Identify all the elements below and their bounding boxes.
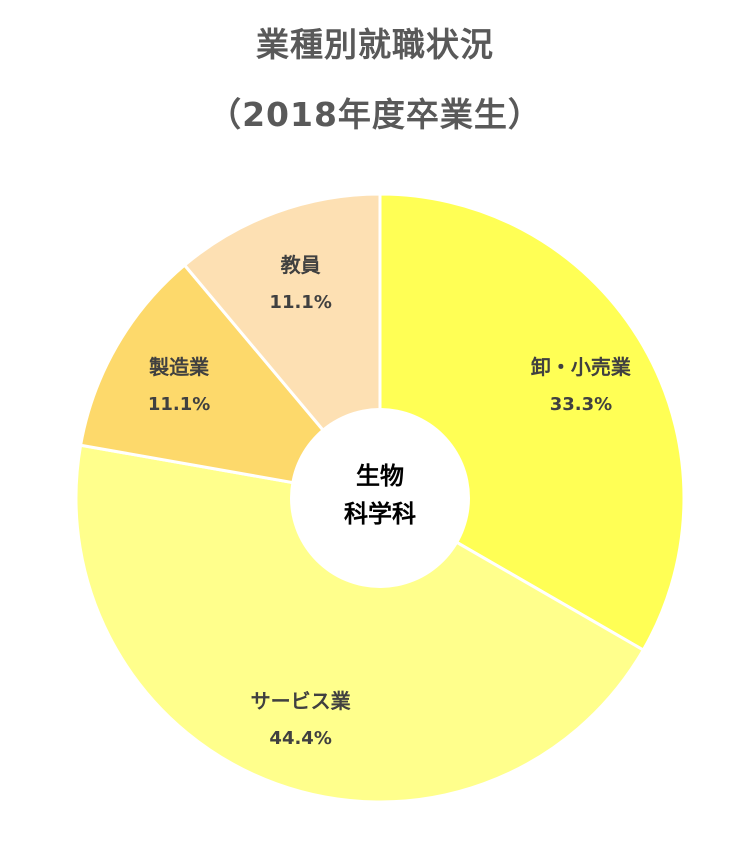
- slice-value-3: 11.1%: [269, 292, 331, 313]
- chart-subtitle: （2018年度卒業生）: [208, 95, 542, 134]
- slice-2: [78, 263, 384, 501]
- slice-1: [74, 443, 646, 804]
- slice-labels: 卸・小売業 33.3% サービス業 44.4% 製造業 11.1% 教員 11.1%: [148, 253, 632, 749]
- center-label-line1: 生物: [356, 462, 404, 490]
- slice-value-0: 33.3%: [550, 394, 612, 415]
- center-label-line2: 科学科: [344, 500, 416, 528]
- slice-value-1: 44.4%: [269, 728, 331, 749]
- slice-label-3: 教員: [281, 253, 321, 277]
- slice-label-2: 製造業: [149, 355, 210, 379]
- slice-value-2: 11.1%: [148, 394, 210, 415]
- donut-slices: [74, 192, 686, 804]
- slice-3: [182, 192, 382, 503]
- donut-hole: [290, 408, 470, 588]
- slice-label-1: サービス業: [251, 689, 352, 713]
- slice-label-0: 卸・小売業: [531, 355, 632, 379]
- chart-title: 業種別就職状況: [256, 25, 494, 64]
